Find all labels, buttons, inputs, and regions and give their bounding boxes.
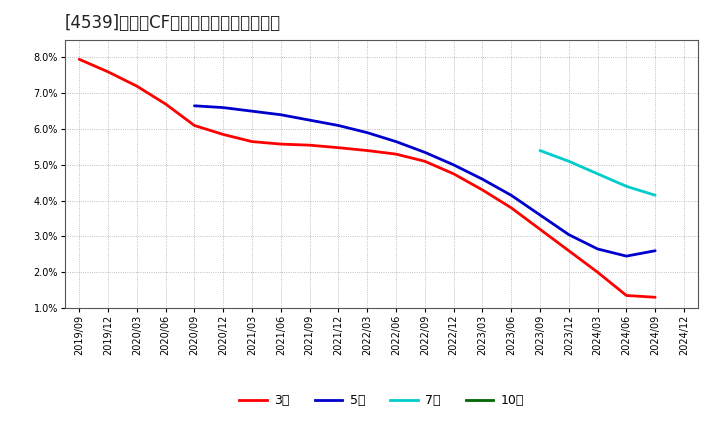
5年 [190, 103, 199, 108]
5年 [622, 253, 631, 259]
3年 [536, 227, 544, 232]
3年 [449, 171, 458, 176]
5年 [449, 162, 458, 168]
5年 [363, 130, 372, 135]
3年 [190, 123, 199, 128]
5年 [651, 248, 660, 253]
3年 [75, 57, 84, 62]
3年 [651, 295, 660, 300]
5年 [276, 112, 285, 117]
3年 [248, 139, 256, 144]
Line: 7年: 7年 [540, 150, 655, 195]
3年 [104, 69, 112, 74]
5年 [507, 193, 516, 198]
5年 [593, 246, 602, 252]
3年 [593, 270, 602, 275]
3年 [564, 248, 573, 253]
5年 [392, 139, 400, 144]
5年 [420, 150, 429, 155]
7年 [593, 171, 602, 176]
3年 [363, 148, 372, 153]
5年 [536, 213, 544, 218]
3年 [305, 143, 314, 148]
7年 [622, 183, 631, 189]
5年 [305, 117, 314, 123]
3年 [334, 145, 343, 150]
3年 [420, 159, 429, 164]
3年 [478, 187, 487, 193]
3年 [507, 205, 516, 210]
3年 [132, 84, 141, 89]
5年 [248, 109, 256, 114]
3年 [276, 141, 285, 147]
3年 [161, 101, 170, 106]
5年 [478, 176, 487, 182]
5年 [219, 105, 228, 110]
Text: [4539]　営楬CFマージンの平均値の推移: [4539] 営楬CFマージンの平均値の推移 [65, 15, 281, 33]
3年 [622, 293, 631, 298]
3年 [392, 151, 400, 157]
Line: 3年: 3年 [79, 59, 655, 297]
Legend: 3年, 5年, 7年, 10年: 3年, 5年, 7年, 10年 [234, 389, 529, 412]
5年 [334, 123, 343, 128]
5年 [564, 232, 573, 237]
3年 [219, 132, 228, 137]
7年 [536, 148, 544, 153]
7年 [651, 193, 660, 198]
7年 [564, 159, 573, 164]
Line: 5年: 5年 [194, 106, 655, 256]
